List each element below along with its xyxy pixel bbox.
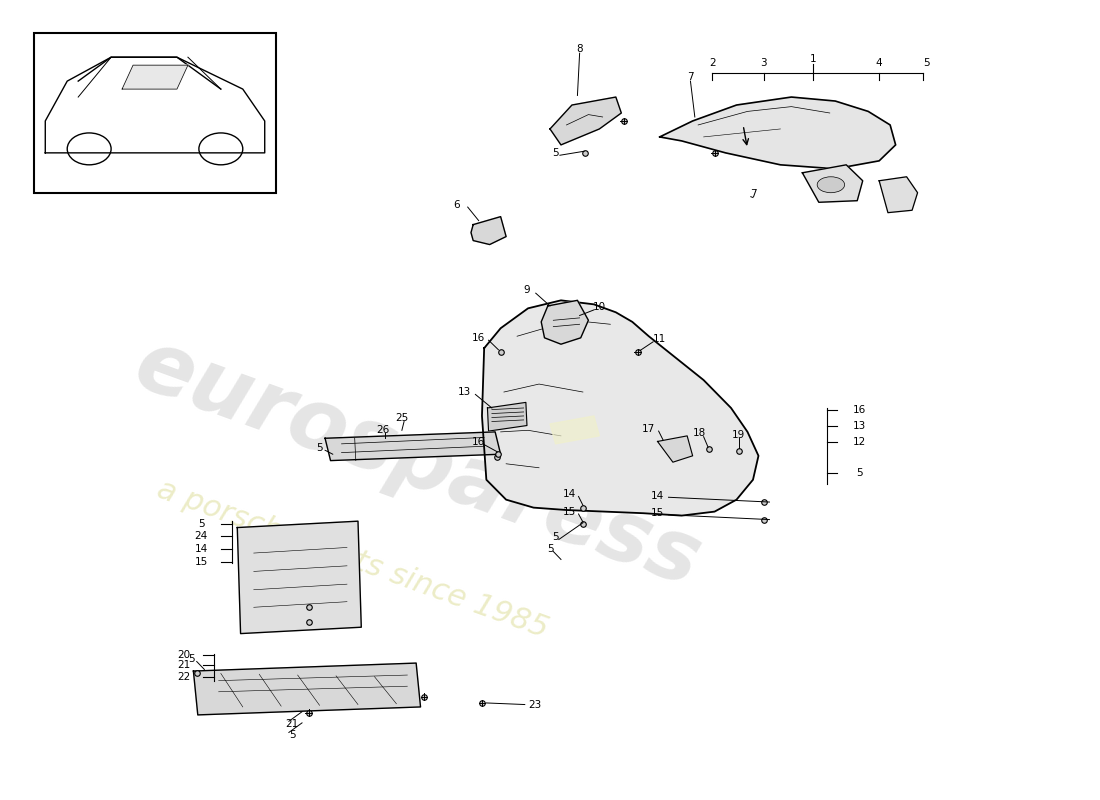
Polygon shape — [879, 177, 917, 213]
Text: 13: 13 — [458, 387, 471, 397]
Polygon shape — [550, 97, 622, 145]
Text: 16: 16 — [472, 333, 485, 343]
Text: 14: 14 — [195, 544, 208, 554]
Polygon shape — [326, 432, 500, 461]
Text: 11: 11 — [653, 334, 667, 344]
Polygon shape — [122, 65, 188, 89]
Text: 21: 21 — [286, 718, 299, 729]
Text: 2: 2 — [710, 58, 716, 68]
Text: 13: 13 — [852, 421, 866, 430]
Text: a porsche parts since 1985: a porsche parts since 1985 — [153, 475, 552, 644]
Text: 6: 6 — [453, 200, 460, 210]
Polygon shape — [541, 300, 589, 344]
Text: 5: 5 — [198, 518, 205, 529]
Text: 7: 7 — [688, 72, 694, 82]
Text: 5: 5 — [923, 58, 930, 68]
Text: 7: 7 — [750, 190, 757, 199]
Polygon shape — [238, 521, 361, 634]
Text: 20: 20 — [177, 650, 190, 660]
Text: 26: 26 — [376, 426, 389, 435]
Text: 5: 5 — [188, 654, 195, 664]
Text: 14: 14 — [651, 490, 664, 501]
Ellipse shape — [817, 177, 845, 193]
Text: 22: 22 — [177, 673, 190, 682]
Text: 9: 9 — [524, 285, 530, 295]
Text: 18: 18 — [693, 429, 706, 438]
Text: 16: 16 — [472, 438, 485, 447]
Text: 17: 17 — [642, 424, 656, 434]
Text: 5: 5 — [289, 730, 296, 740]
Polygon shape — [660, 97, 895, 169]
Text: 15: 15 — [195, 557, 208, 567]
Polygon shape — [482, 300, 759, 515]
Text: 15: 15 — [651, 508, 664, 518]
Text: 8: 8 — [576, 44, 583, 54]
Text: 1: 1 — [810, 54, 816, 64]
Text: 14: 14 — [563, 489, 576, 499]
Polygon shape — [194, 663, 420, 715]
Bar — [34, 34, 276, 193]
Text: 4: 4 — [876, 58, 882, 68]
Text: 5: 5 — [547, 544, 553, 554]
Text: 5: 5 — [552, 148, 559, 158]
Text: 10: 10 — [593, 302, 606, 312]
Text: 25: 25 — [395, 414, 408, 423]
Polygon shape — [471, 217, 506, 245]
Polygon shape — [550, 416, 600, 444]
Polygon shape — [802, 165, 862, 202]
Text: eurosparess: eurosparess — [124, 323, 713, 605]
Text: 5: 5 — [552, 532, 559, 542]
Text: 5: 5 — [856, 468, 862, 478]
Text: 3: 3 — [760, 58, 768, 68]
Text: 5: 5 — [317, 443, 323, 453]
Text: 24: 24 — [195, 530, 208, 541]
Text: 16: 16 — [852, 405, 866, 414]
Text: 21: 21 — [177, 660, 190, 670]
Polygon shape — [487, 402, 527, 431]
Text: 19: 19 — [733, 430, 746, 440]
Text: 23: 23 — [528, 699, 541, 710]
Text: 15: 15 — [563, 506, 576, 517]
Polygon shape — [658, 436, 693, 462]
Text: 12: 12 — [852, 438, 866, 447]
